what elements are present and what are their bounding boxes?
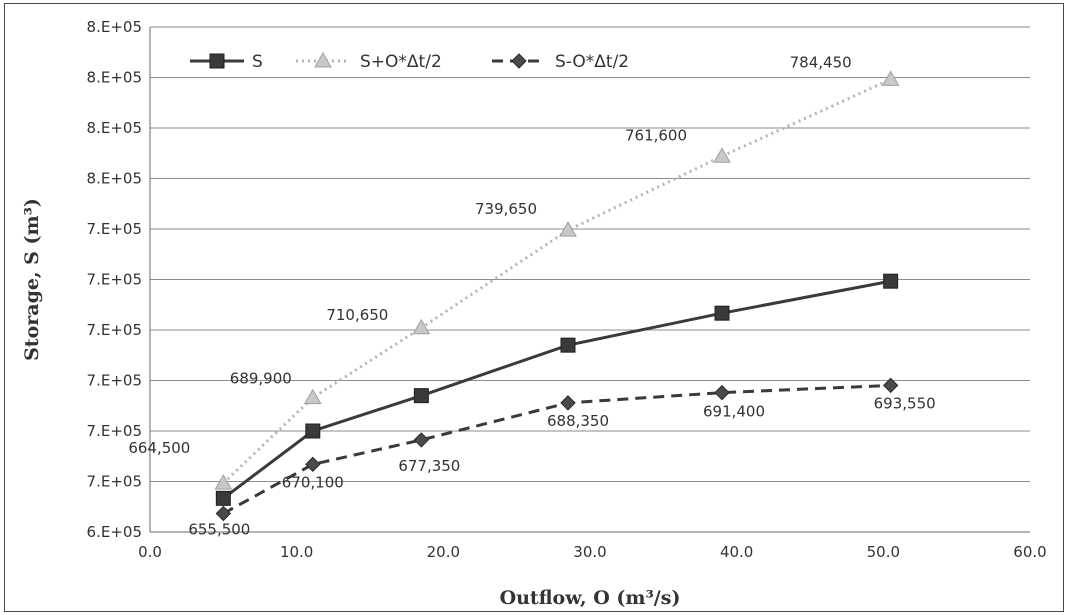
data-label: 691,400 [703, 403, 765, 421]
legend-label-1: S+O*Δt/2 [360, 52, 442, 72]
legend-marker-2 [512, 54, 526, 68]
series-2-point [414, 433, 428, 447]
data-label: 688,350 [547, 412, 609, 430]
data-label: 710,650 [326, 306, 388, 324]
x-tick-label: 50.0 [867, 543, 900, 561]
x-tick-label: 0.0 [138, 543, 162, 561]
data-label: 761,600 [625, 126, 687, 144]
data-label: 670,100 [282, 473, 344, 491]
y-tick-label: 7.E+05 [87, 271, 142, 289]
axes: 6.E+05 7.E+05 7.E+05 7.E+05 7.E+05 7.E+05 7.E+… [87, 18, 1047, 561]
y-tick-label: 8.E+05 [87, 170, 142, 188]
series-2-point [216, 506, 230, 520]
series-2-point [715, 386, 729, 400]
legend-label-0: S [252, 52, 263, 72]
series-0-point [715, 306, 729, 320]
series-0-point [306, 424, 320, 438]
series-0-point [414, 389, 428, 403]
data-label: 693,550 [874, 394, 936, 412]
y-tick-label: 6.E+05 [87, 523, 142, 541]
series-line-2 [223, 385, 890, 513]
series-group [215, 71, 898, 520]
y-axis-title: Storage, S (m³) [21, 198, 43, 361]
series-0-point [884, 274, 898, 288]
series-1-point [883, 71, 899, 85]
y-tick-label: 8.E+05 [87, 69, 142, 87]
legend: S S+O*Δt/2 S-O*Δt/2 [190, 52, 629, 72]
legend-label-2: S-O*Δt/2 [555, 52, 629, 72]
series-line-0 [223, 281, 890, 498]
data-label: 739,650 [475, 200, 537, 218]
series-2-point [306, 457, 320, 471]
x-axis-title: Outflow, O (m³/s) [500, 587, 681, 609]
y-tick-label: 7.E+05 [87, 372, 142, 390]
x-tick-label: 20.0 [427, 543, 460, 561]
series-1-point [714, 148, 730, 162]
series-0-point [216, 491, 230, 505]
y-tick-label: 7.E+05 [87, 473, 142, 491]
series-1-point [305, 390, 321, 404]
series-0-point [561, 338, 575, 352]
series-1-point [215, 475, 231, 489]
y-tick-label: 8.E+05 [87, 18, 142, 36]
y-tick-label: 7.E+05 [87, 220, 142, 238]
data-label: 664,500 [128, 439, 190, 457]
x-tick-label: 60.0 [1013, 543, 1046, 561]
x-tick-label: 30.0 [573, 543, 606, 561]
series-2-point [561, 396, 575, 410]
data-label: 689,900 [230, 370, 292, 388]
series-1-point [413, 320, 429, 334]
data-label: 655,500 [188, 520, 250, 538]
legend-marker-1 [315, 53, 331, 67]
y-tick-label: 8.E+05 [87, 119, 142, 137]
data-label: 784,450 [790, 53, 852, 71]
y-tick-label: 7.E+05 [87, 321, 142, 339]
x-tick-label: 10.0 [280, 543, 313, 561]
data-label: 677,350 [398, 457, 460, 475]
x-tick-label: 40.0 [720, 543, 753, 561]
y-tick-label: 7.E+05 [87, 422, 142, 440]
legend-marker-0 [210, 54, 224, 68]
